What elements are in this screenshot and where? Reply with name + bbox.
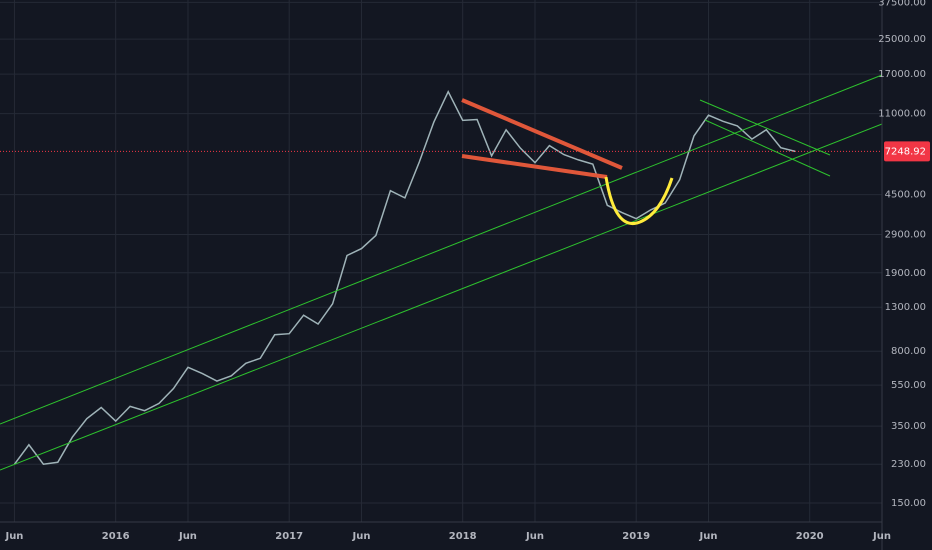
y-tick-label: 350.00 [891, 421, 926, 432]
x-tick-label: Jun [699, 531, 718, 542]
y-tick-label: 800.00 [891, 346, 926, 357]
x-tick-label: Jun [525, 531, 544, 542]
price-line [13, 89, 796, 466]
grid [0, 0, 883, 522]
x-tick-label: 2016 [102, 531, 130, 542]
x-tick-label: Jun [4, 531, 23, 542]
last-price-box [884, 141, 930, 162]
x-tick-label: 2017 [275, 531, 303, 542]
plot [0, 89, 882, 466]
axes: 150.00 230.00 350.00 550.00 800.00 1300.00 190… [4, 0, 930, 542]
trend-line [699, 99, 831, 156]
last-price-label: 7248.92 [885, 146, 926, 157]
y-tick-label: 1300.00 [885, 302, 926, 313]
wedge-line [461, 154, 608, 179]
y-tick-label: 25000.00 [878, 34, 926, 45]
y-tick-label: 11000.00 [878, 109, 926, 120]
x-tick-label: Jun [178, 531, 197, 542]
x-tick-label: Jun [351, 531, 370, 542]
drawings [0, 74, 883, 471]
y-tick-label: 150.00 [891, 498, 926, 509]
trend-line [704, 119, 831, 177]
wedge-line [461, 98, 623, 170]
y-tick-label: 1900.00 [885, 268, 926, 279]
y-tick-label: 2900.00 [885, 229, 926, 240]
y-tick-label: 230.00 [891, 459, 926, 470]
x-tick-label: 2018 [449, 531, 477, 542]
y-tick-label: 17000.00 [878, 69, 926, 80]
y-tick-label: 37500.00 [878, 0, 926, 8]
x-tick-label: Jun [872, 531, 891, 542]
y-tick-label: 550.00 [891, 380, 926, 391]
y-tick-label: 4500.00 [885, 190, 926, 201]
x-tick-label: 2019 [622, 531, 650, 542]
trend-line [0, 123, 883, 471]
x-tick-label: 2020 [796, 531, 824, 542]
cup-curve [604, 176, 674, 225]
